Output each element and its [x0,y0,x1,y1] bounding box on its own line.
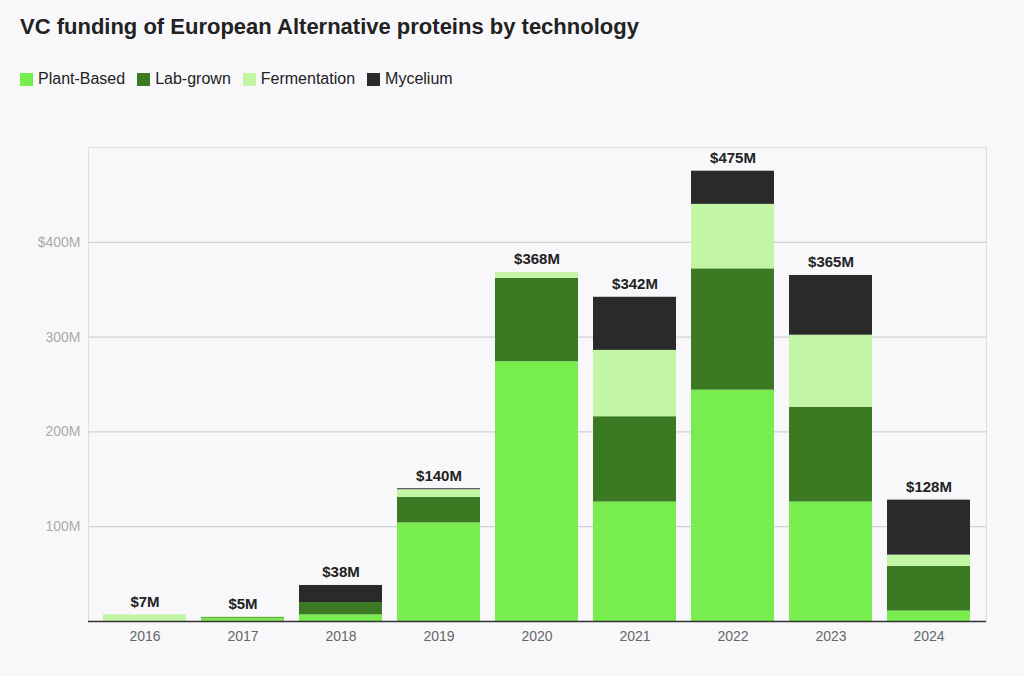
html-text:Lab-grown: Lab-grown [155,70,231,87]
svg-text:2023: 2023 [815,628,846,644]
svg-text:$7M: $7M [130,593,159,610]
svg-text:200M: 200M [45,423,80,439]
svg-text:$368M: $368M [514,250,560,267]
svg-text:2020: 2020 [521,628,552,644]
svg-text:2024: 2024 [913,628,944,644]
html-text:Plant-Based: Plant-Based [38,70,126,87]
svg-text:2021: 2021 [619,628,650,644]
svg-text:$475M: $475M [710,149,756,166]
svg-text:$140M: $140M [416,467,462,484]
svg-text:300M: 300M [45,329,80,345]
svg-text:2022: 2022 [717,628,748,644]
svg-text:$400M: $400M [38,234,81,250]
svg-text:$342M: $342M [612,275,658,292]
svg-text:$365M: $365M [808,253,854,270]
svg-text:2018: 2018 [325,628,356,644]
svg-text:$128M: $128M [906,478,952,495]
svg-text:2017: 2017 [227,628,258,644]
svg-text:$38M: $38M [322,563,360,580]
svg-text:2019: 2019 [423,628,454,644]
svg-text:2016: 2016 [129,628,160,644]
html-text:Fermentation: Fermentation [260,70,355,87]
svg-text:100M: 100M [45,518,80,534]
svg-text:$5M: $5M [228,595,257,612]
html-text:VC funding of European Alterna: VC funding of European Alternative prote… [20,14,639,39]
html-text:Mycelium: Mycelium [385,70,453,87]
